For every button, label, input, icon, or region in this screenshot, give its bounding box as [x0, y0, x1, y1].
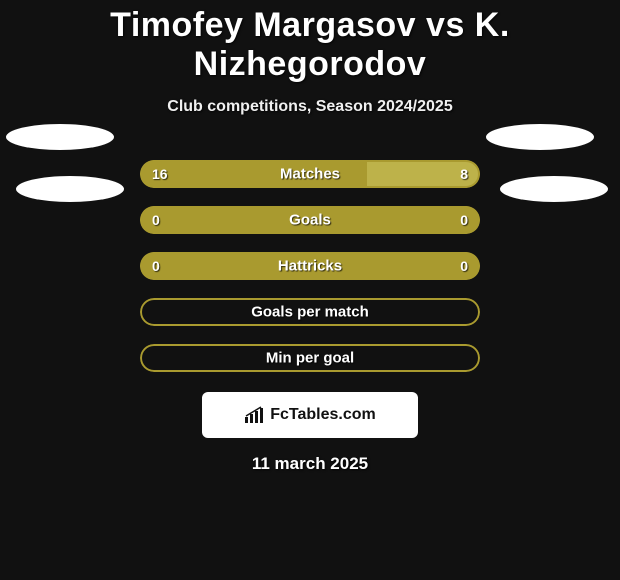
bar-track: 0 0 Goals: [140, 206, 480, 234]
bar-row-matches: 16 8 Matches: [0, 152, 620, 198]
bar-label: Min per goal: [266, 350, 354, 367]
bar-track: Goals per match: [140, 298, 480, 326]
comparison-bars: 16 8 Matches 0 0 Goals 0 0 Hattricks Goals per ma…: [0, 152, 620, 382]
bar-value-right: 8: [460, 166, 468, 182]
bar-label: Hattricks: [278, 258, 342, 275]
page-title: Timofey Margasov vs K. Nizhegorodov: [0, 0, 620, 84]
player-right-pill-row0: [486, 124, 594, 150]
bar-label: Matches: [280, 166, 340, 183]
bar-value-right: 0: [460, 212, 468, 228]
bar-track: Min per goal: [140, 344, 480, 372]
bar-track: 16 8 Matches: [140, 160, 480, 188]
bar-value-left: 0: [152, 258, 160, 274]
logo-text: FcTables.com: [270, 406, 376, 424]
bar-value-left: 16: [152, 166, 168, 182]
bar-label: Goals per match: [251, 304, 369, 321]
player-left-pill-row0: [6, 124, 114, 150]
bar-row-hattricks: 0 0 Hattricks: [0, 244, 620, 290]
bar-track: 0 0 Hattricks: [140, 252, 480, 280]
bar-row-goals-per-match: Goals per match: [0, 290, 620, 336]
date-label: 11 march 2025: [0, 454, 620, 474]
bar-label: Goals: [289, 212, 331, 229]
bar-row-goals: 0 0 Goals: [0, 198, 620, 244]
logo-box: FcTables.com: [202, 392, 418, 438]
chart-icon: [244, 406, 266, 424]
subtitle: Club competitions, Season 2024/2025: [0, 98, 620, 116]
bar-value-left: 0: [152, 212, 160, 228]
bar-row-min-per-goal: Min per goal: [0, 336, 620, 382]
bar-value-right: 0: [460, 258, 468, 274]
